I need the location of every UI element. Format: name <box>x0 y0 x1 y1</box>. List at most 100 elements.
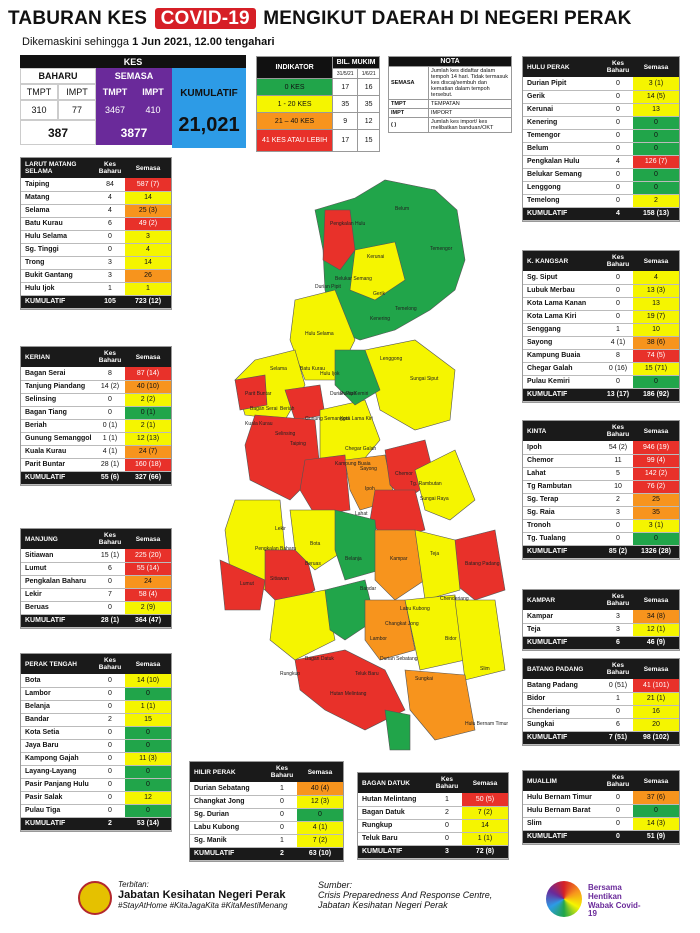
nota-impt: IMPT <box>388 108 429 118</box>
kes-baharu: 0 <box>603 194 633 208</box>
mukim-name: Selinsing <box>21 393 95 407</box>
kes-baharu: 0 <box>603 284 633 298</box>
table-row: Sg. Manik 1 7 (2) <box>190 834 343 848</box>
total-baharu: 6 <box>603 636 633 650</box>
kes-baharu: 54 (2) <box>603 441 633 455</box>
kes-semasa: 87 (14) <box>125 367 171 381</box>
kes-semasa: 49 (2) <box>125 217 171 231</box>
kes-semasa: 3 (1) <box>633 519 679 533</box>
mukim-name: Pengkalan Hulu <box>523 155 603 169</box>
table-row: Belukar Semang 0 0 <box>523 168 679 182</box>
total-row: KUMULATIF 13 (17) 186 (92) <box>523 388 679 402</box>
mukim-name: Kota Lama Kanan <box>523 297 603 311</box>
table-row: Pasir Salak 0 12 <box>21 791 171 805</box>
total-label: KUMULATIF <box>523 636 603 650</box>
kes-baharu: 0 <box>603 103 633 117</box>
legend-0-a: 17 <box>332 78 359 96</box>
map-label: Pengkalan Baharu <box>255 546 296 552</box>
semasa-header: Semasa <box>125 654 171 674</box>
mukim-name: Batu Kurau <box>21 217 95 231</box>
kes-baharu: 1 (1) <box>95 432 125 446</box>
table-bagan-datuk: BAGAN DATUK Kes Baharu Semasa Hutan Melinta… <box>357 772 509 860</box>
mukim-name: Lubuk Merbau <box>523 284 603 298</box>
kes-baharu: 3 <box>603 610 633 624</box>
legend-1-b: 35 <box>357 95 380 113</box>
semasa-header: Semasa <box>125 347 171 367</box>
kes-baharu: 0 <box>603 519 633 533</box>
table-row: Slim 0 14 (3) <box>523 817 679 831</box>
kes-baharu-header: Kes Baharu <box>603 771 633 791</box>
kes-semasa: 15 (71) <box>633 362 679 376</box>
kes-baharu-header: Kes Baharu <box>603 659 633 679</box>
table-muallim: MUALLIM Kes Baharu Semasa Hulu Bernam Timur… <box>522 770 680 845</box>
mukim-name: Lahat <box>523 467 603 481</box>
legend-2-b: 12 <box>357 112 380 130</box>
kes-semasa: 0 <box>125 687 171 701</box>
kes-semasa: 0 (1) <box>125 406 171 420</box>
kes-baharu: 0 <box>95 601 125 615</box>
total-label: KUMULATIF <box>523 731 603 745</box>
total-row: KUMULATIF 3 72 (8) <box>358 845 508 859</box>
subtitle-pre: Dikemaskini sehingga <box>22 36 129 48</box>
update-date: Dikemaskini sehingga 1 Jun 2021, 12.00 t… <box>22 36 275 48</box>
table-row: Bota 0 14 (10) <box>21 674 171 688</box>
kes-baharu: 0 <box>95 687 125 701</box>
semasa-tmpt-label: TMPT <box>96 84 134 100</box>
table-kerian: KERIAN Kes Baharu Semasa Bagan Serai 8 87 (14… <box>20 346 172 486</box>
table-row: Tg Rambutan 10 76 (2) <box>523 480 679 494</box>
mukim-name: Sg. Siput <box>523 271 603 285</box>
total-row: KUMULATIF 7 (51) 98 (102) <box>523 731 679 745</box>
mukim-name: Trong <box>21 256 95 270</box>
kes-baharu: 0 <box>603 181 633 195</box>
notes: NOTA SEMASA Jumlah kes didaftar dalam tem… <box>388 56 512 133</box>
table-row: Pengkalan Hulu 4 126 (7) <box>523 155 679 169</box>
mukim-name: Jaya Baru <box>21 739 95 753</box>
kes-baharu-header: Kes Baharu <box>432 773 462 793</box>
legend-1-a: 35 <box>332 95 359 113</box>
kes-baharu: 0 <box>603 271 633 285</box>
mukim-name: Sungkai <box>523 718 603 732</box>
kes-baharu: 0 <box>95 575 125 589</box>
kes-baharu-header: Kes Baharu <box>603 57 633 77</box>
mukim-name: Hulu Bernam Barat <box>523 804 603 818</box>
semasa-header: Semasa <box>125 529 171 549</box>
table-manjung: MANJUNG Kes Baharu Semasa Sitiawan 15 (1) 225… <box>20 528 172 629</box>
kes-semasa: 14 (3) <box>633 817 679 831</box>
mukim-name: Kota Setia <box>21 726 95 740</box>
table-row: Kampong Gajah 0 11 (3) <box>21 752 171 766</box>
kes-baharu: 14 (2) <box>95 380 125 394</box>
table-row: Bandar 2 15 <box>21 713 171 727</box>
total-row: KUMULATIF 6 46 (9) <box>523 636 679 650</box>
table-hilir-perak: HILIR PERAK Kes Baharu Semasa Durian Sebata… <box>189 761 344 862</box>
kes-semasa: 40 (10) <box>125 380 171 394</box>
legend-2-a: 9 <box>332 112 359 130</box>
semasa-header: Semasa <box>297 762 343 782</box>
baharu-impt: 77 <box>58 100 96 120</box>
kes-baharu-header: Kes Baharu <box>603 421 633 441</box>
kes-semasa: 0 <box>125 765 171 779</box>
legend-3: 41 KES ATAU LEBIH <box>255 129 334 152</box>
kes-baharu: 1 <box>267 782 297 796</box>
kes-semasa: 19 (7) <box>633 310 679 324</box>
map-label: Bagan Serai <box>250 406 278 412</box>
footer-terbitan: Terbitan: <box>118 880 149 889</box>
mukim-name: Sg. Manik <box>190 834 267 848</box>
semasa-label: SEMASA <box>96 68 172 84</box>
kes-baharu: 0 <box>267 795 297 809</box>
mukim-name: Lenggong <box>523 181 603 195</box>
kes-baharu: 0 <box>603 791 633 805</box>
nota-semasa: SEMASA <box>388 66 429 100</box>
kes-semasa: 14 (5) <box>633 90 679 104</box>
table-row: Pulau Kemiri 0 0 <box>523 375 679 389</box>
mukim-name: Chenderiang <box>523 705 603 719</box>
table-row: Temengor 0 0 <box>523 129 679 143</box>
kes-semasa: 587 (7) <box>125 178 171 192</box>
total-semasa: 63 (10) <box>297 847 343 861</box>
map-label: Lumut <box>240 581 255 587</box>
map-label: Pulau Kemiri <box>340 391 368 397</box>
mukim-name: Sayong <box>523 336 603 350</box>
total-row: KUMULATIF 85 (2) 1326 (28) <box>523 545 679 559</box>
kes-baharu: 11 <box>603 454 633 468</box>
nota-impt-desc: IMPORT <box>428 108 512 118</box>
total-semasa: 51 (9) <box>633 830 679 844</box>
